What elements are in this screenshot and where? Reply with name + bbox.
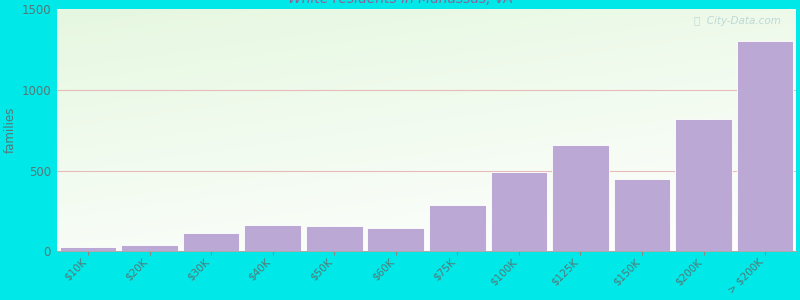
Bar (675, 119, 732, 251)
Text: White residents in Manassas, VA: White residents in Manassas, VA (287, 0, 513, 6)
Bar (490, 172, 547, 251)
Bar (737, 41, 794, 251)
Bar (244, 225, 301, 251)
Bar (122, 245, 178, 251)
Bar (367, 228, 424, 251)
Bar (552, 145, 609, 251)
Bar (429, 205, 486, 251)
Bar (614, 179, 670, 251)
Bar (182, 233, 239, 251)
Bar (306, 226, 362, 251)
Y-axis label: families: families (4, 107, 17, 154)
Bar (60, 247, 116, 251)
Text: ⓘ  City-Data.com: ⓘ City-Data.com (694, 16, 781, 26)
